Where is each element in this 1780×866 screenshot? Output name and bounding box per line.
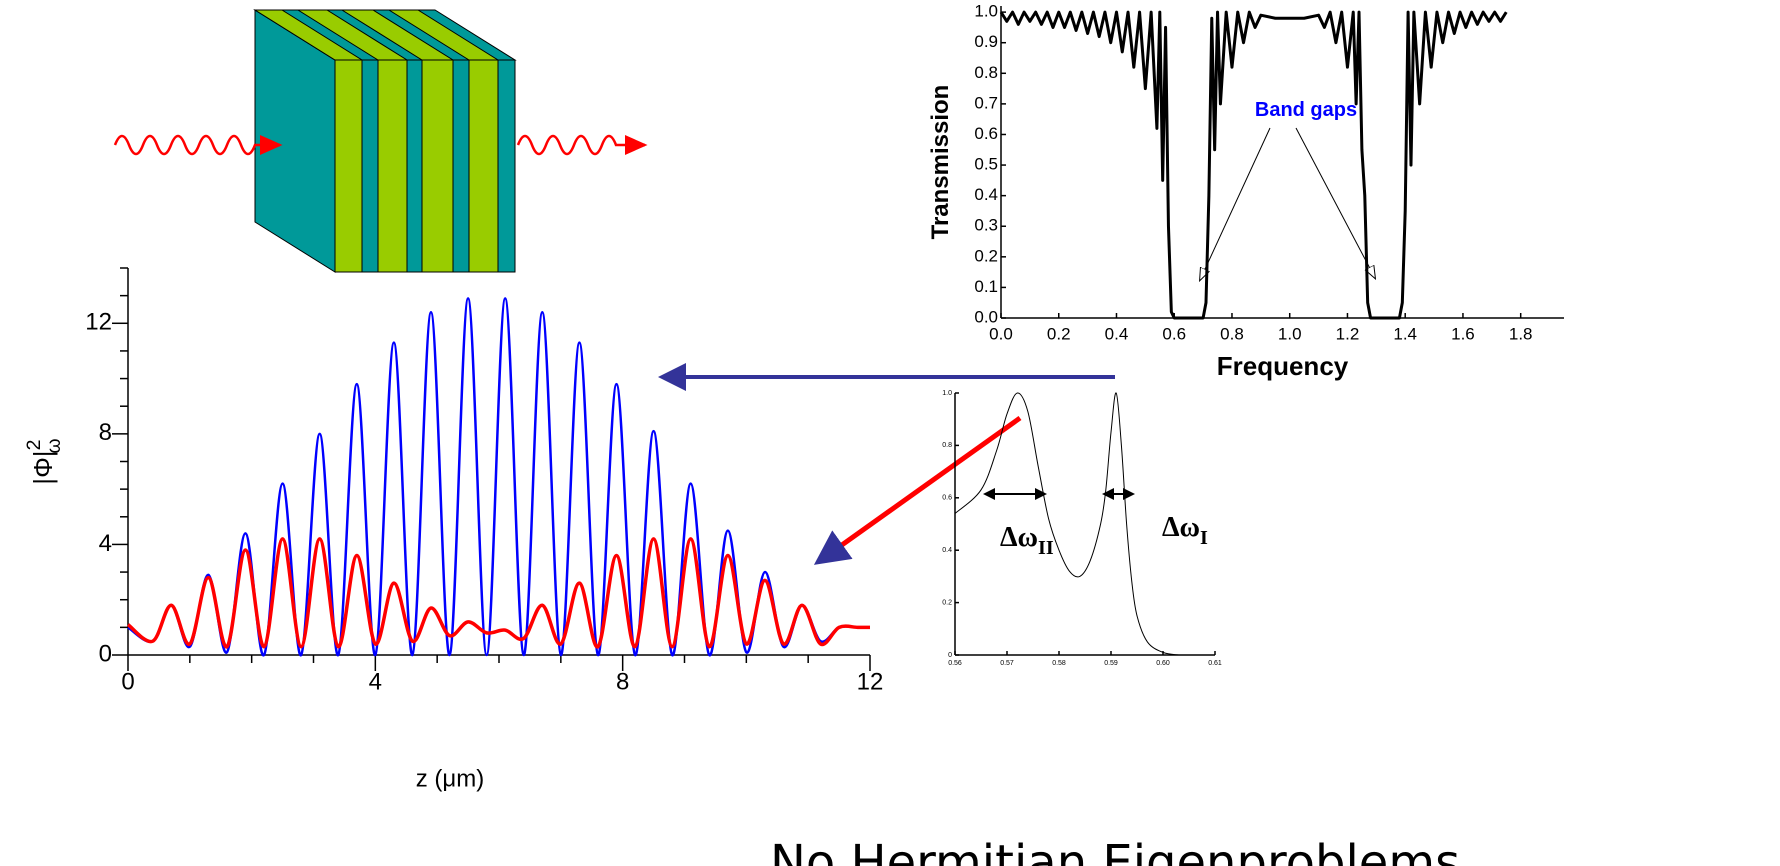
x-tick-label: 0.2 xyxy=(1047,324,1071,343)
incident-wave xyxy=(113,134,283,156)
x-tick-label: 1.4 xyxy=(1393,324,1417,343)
chart: 0.0 0.1 0.2 0.3 0.4 0.5 0.6 0.7 0.8 0.9 1.0 0.0 0.2 0… xyxy=(927,2,1564,381)
y-axis-label: Transmission xyxy=(927,85,954,240)
transmitted-wave xyxy=(516,134,648,156)
y-tick-label: 0.8 xyxy=(942,442,952,449)
band-gap-arrow xyxy=(1295,127,1375,278)
data-line xyxy=(954,392,1179,656)
x-tick-label: 8 xyxy=(616,668,629,695)
y-tick-label: 0.2 xyxy=(974,246,998,265)
y-tick-label: 1.0 xyxy=(942,390,952,397)
y-tick-label: 0 xyxy=(948,652,952,659)
x-tick-label: 0.61 xyxy=(1208,660,1222,667)
y-tick-label: 0.6 xyxy=(974,124,998,143)
x-axis-label: Frequency xyxy=(1217,351,1349,381)
x-tick-label: 0.4 xyxy=(1105,324,1129,343)
chart: 0 4 8 12 0 4 8 12 z (μm) |Φ|2ω xyxy=(23,267,884,792)
y-tick-label: 0.5 xyxy=(974,155,998,174)
y-tick-label: 0.2 xyxy=(942,599,952,606)
y-tick-label: 0.7 xyxy=(974,93,998,112)
y-tick-label: 0.4 xyxy=(942,547,952,554)
x-tick-label: 1.2 xyxy=(1336,324,1360,343)
y-tick-label: 0.9 xyxy=(974,32,998,51)
annotation: ΔωII xyxy=(1000,522,1054,558)
y-tick-label: 0.1 xyxy=(974,277,998,296)
x-tick-label: 0.0 xyxy=(989,324,1013,343)
y-tick-label: 0.3 xyxy=(974,216,998,235)
x-tick-label: 1.6 xyxy=(1451,324,1475,343)
chart: 0 0.2 0.4 0.6 0.8 1.0 0.56 0.57 0.58 0.59 0.60 0.61… xyxy=(942,390,1222,667)
annotation-text: Δω xyxy=(1162,512,1200,543)
x-tick-label: 0.6 xyxy=(1162,324,1186,343)
x-tick-label: 0.60 xyxy=(1156,660,1170,667)
band-gap-arrow xyxy=(1200,127,1271,280)
x-tick-label: 0 xyxy=(121,668,134,695)
x-tick-label: 12 xyxy=(857,668,884,695)
data-line xyxy=(126,537,870,649)
annotation-text: Δω xyxy=(1000,522,1038,553)
y-axis-label-sup: 2 xyxy=(23,440,45,451)
x-tick-label: 1.0 xyxy=(1278,324,1302,343)
data-line xyxy=(999,10,1508,320)
y-axis-label-sub: ω xyxy=(43,438,65,453)
x-tick-label: 4 xyxy=(369,668,382,695)
y-tick-label: 1.0 xyxy=(974,2,998,21)
x-tick-label: 0.57 xyxy=(1000,660,1014,667)
x-tick-label: 1.8 xyxy=(1509,324,1533,343)
x-tick-label: 0.58 xyxy=(1052,660,1066,667)
y-axis-label-base: Transmission xyxy=(927,85,954,240)
y-tick-label: 8 xyxy=(99,419,112,446)
annotation: Band gaps xyxy=(1255,99,1357,121)
y-tick-label: 0.6 xyxy=(942,495,952,502)
annotation-sub: I xyxy=(1200,527,1208,549)
y-tick-label: 0.4 xyxy=(974,185,998,204)
y-tick-label: 0.8 xyxy=(974,63,998,82)
x-tick-label: 0.56 xyxy=(948,660,962,667)
y-axis-label: |Φ|2ω xyxy=(23,438,65,484)
y-axis-label-base: |Φ| xyxy=(28,450,58,484)
y-tick-label: 12 xyxy=(85,309,112,336)
red-arrow xyxy=(813,415,1022,565)
annotation-text: Band gaps xyxy=(1255,99,1357,121)
y-tick-label: 4 xyxy=(99,530,112,557)
y-tick-label: 0.0 xyxy=(974,307,998,326)
x-tick-label: 0.59 xyxy=(1104,660,1118,667)
x-tick-label: 0.8 xyxy=(1220,324,1244,343)
x-axis-label: z (μm) xyxy=(416,765,484,792)
annotation: ΔωI xyxy=(1162,512,1208,548)
annotation-sub: II xyxy=(1038,537,1054,559)
layered-slab xyxy=(253,9,517,273)
footer-text: No Hermitian Eigenproblems xyxy=(770,835,1460,866)
y-tick-label: 0 xyxy=(99,640,112,667)
